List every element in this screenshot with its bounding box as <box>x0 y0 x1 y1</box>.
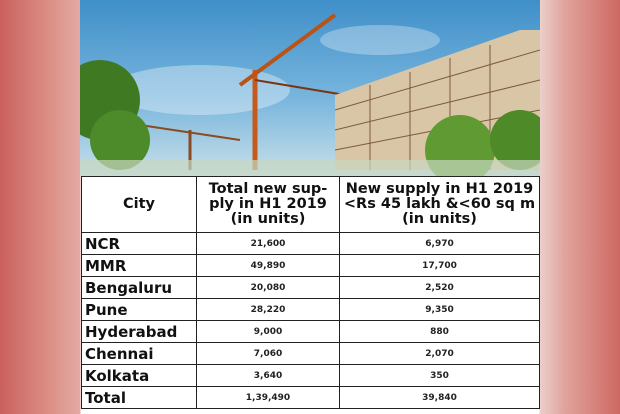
cell-affordable: 6,970 <box>339 232 540 255</box>
cell-total: 1,39,490 <box>196 386 340 409</box>
cell-affordable: 9,350 <box>339 298 540 321</box>
table-row: Kolkata 3,640 350 <box>81 364 540 387</box>
header-total-supply: Total new sup-ply in H1 2019 (in units) <box>196 176 340 233</box>
cell-affordable: 2,070 <box>339 342 540 365</box>
cell-city: Total <box>81 386 197 409</box>
cell-city: Hyderabad <box>81 320 197 343</box>
table-row: Total 1,39,490 39,840 <box>81 386 540 409</box>
table-row: Bengaluru 20,080 2,520 <box>81 276 540 299</box>
cell-city: Bengaluru <box>81 276 197 299</box>
cell-city: Chennai <box>81 342 197 365</box>
table-row: Chennai 7,060 2,070 <box>81 342 540 365</box>
cell-city: MMR <box>81 254 197 277</box>
table-row: MMR 49,890 17,700 <box>81 254 540 277</box>
header-affordable-supply: New supply in H1 2019 <Rs 45 lakh &<60 s… <box>339 176 540 233</box>
table-header-row: City Total new sup-ply in H1 2019 (in un… <box>81 176 540 233</box>
cell-affordable: 39,840 <box>339 386 540 409</box>
cell-total: 28,220 <box>196 298 340 321</box>
table-row: NCR 21,600 6,970 <box>81 232 540 255</box>
cell-affordable: 350 <box>339 364 540 387</box>
cell-affordable: 17,700 <box>339 254 540 277</box>
cell-city: Kolkata <box>81 364 197 387</box>
cell-total: 9,000 <box>196 320 340 343</box>
cell-affordable: 880 <box>339 320 540 343</box>
cell-total: 49,890 <box>196 254 340 277</box>
cell-total: 3,640 <box>196 364 340 387</box>
cell-total: 21,600 <box>196 232 340 255</box>
cell-total: 20,080 <box>196 276 340 299</box>
cell-total: 7,060 <box>196 342 340 365</box>
construction-photo <box>80 0 540 176</box>
cell-city: Pune <box>81 298 197 321</box>
cell-city: NCR <box>81 232 197 255</box>
table-row: Hyderabad 9,000 880 <box>81 320 540 343</box>
cell-affordable: 2,520 <box>339 276 540 299</box>
header-city: City <box>81 176 197 233</box>
table-row: Pune 28,220 9,350 <box>81 298 540 321</box>
supply-table: City Total new sup-ply in H1 2019 (in un… <box>81 176 540 409</box>
construction-scene-icon <box>80 13 540 176</box>
